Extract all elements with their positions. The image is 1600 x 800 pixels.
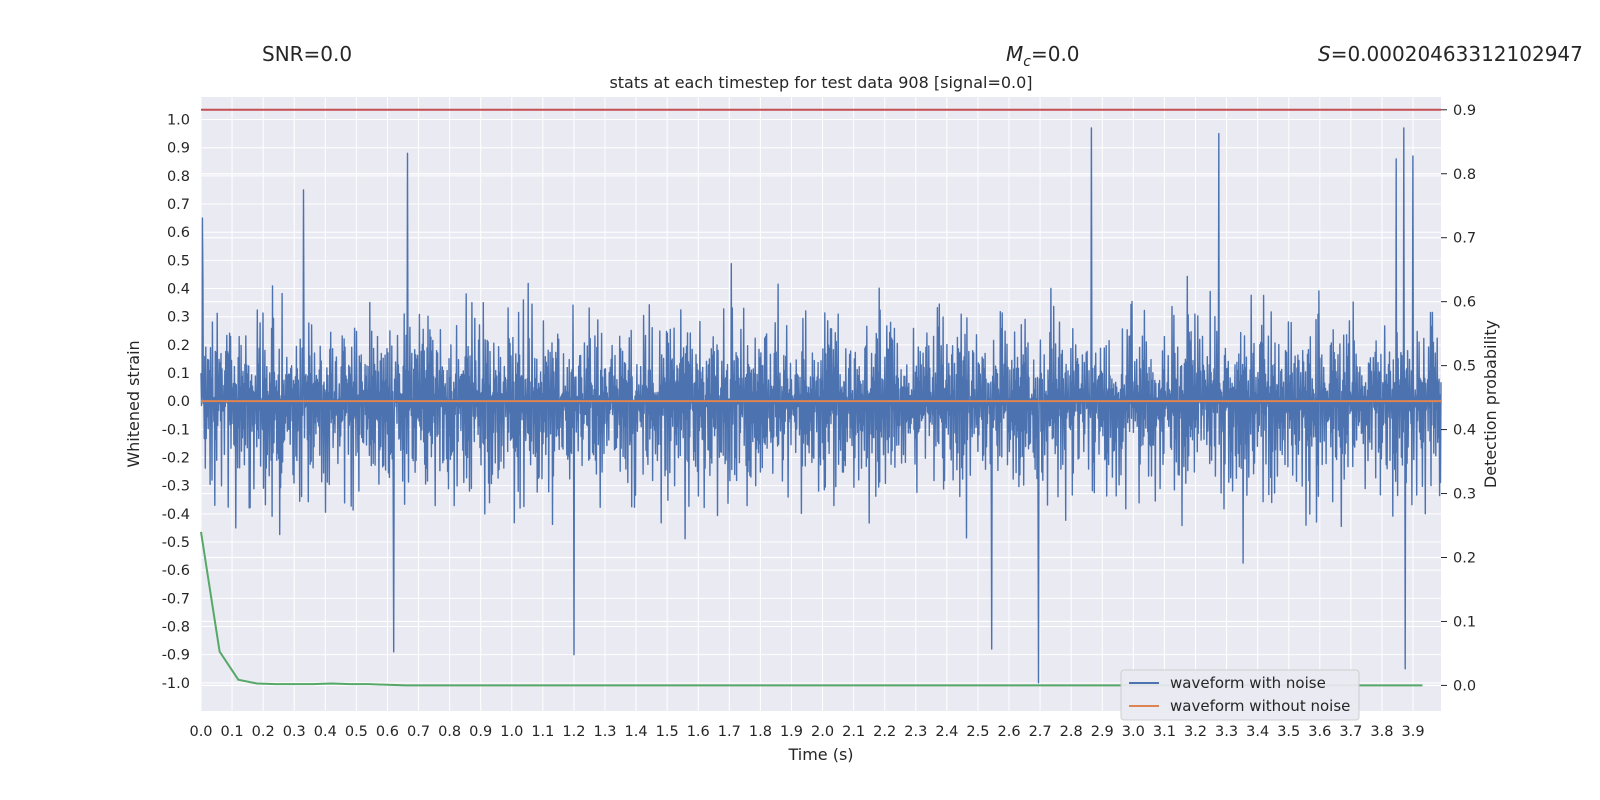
mc-symbol: M [1006, 42, 1024, 66]
x-axis-label: Time (s) [787, 745, 853, 764]
x-tick-label: 2.3 [904, 724, 927, 740]
y-left-tick-label: -0.6 [162, 563, 190, 579]
snr-label: SNR=0.0 [262, 42, 353, 66]
x-tick-label: 2.7 [1029, 724, 1052, 740]
x-tick-label: 3.1 [1153, 724, 1176, 740]
y-left-tick-label: 0.4 [167, 282, 190, 298]
legend: waveform with noise waveform without noi… [1120, 669, 1360, 721]
y-left-tick-label: 0.1 [167, 366, 190, 382]
y-right-tick-label: 0.3 [1453, 487, 1476, 503]
x-tick-label: 0.5 [345, 724, 368, 740]
y-left-tick-label: -0.4 [162, 507, 190, 523]
chirp-mass-label: Mc=0.0 [1006, 42, 1080, 70]
x-tick-label: 3.3 [1215, 724, 1238, 740]
s-symbol: S [1318, 42, 1331, 66]
x-tick-label: 2.9 [1091, 724, 1114, 740]
x-tick-label: 3.4 [1246, 724, 1269, 740]
x-tick-label: 1.4 [625, 724, 648, 740]
y-left-tick-label: 0.7 [167, 197, 190, 213]
mc-subscript: c [1023, 54, 1031, 70]
chart-title: stats at each timestep for test data 908… [609, 73, 1032, 92]
tick-layer: 0.0 0.1 0.2 0.3 0.4 0.5 0.6 0.7 0.8 0.9 1.0 1.1 1.2 1… [162, 103, 1476, 740]
y-left-tick-label: 0.8 [167, 169, 190, 185]
x-tick-label: 2.1 [842, 724, 865, 740]
y-right-tick-label: 0.1 [1453, 614, 1476, 630]
y-right-tick-label: 0.9 [1453, 103, 1476, 119]
x-tick-label: 3.8 [1370, 724, 1393, 740]
x-tick-label: 0.9 [469, 724, 492, 740]
y-right-tick-label: 0.7 [1453, 231, 1476, 247]
x-tick-label: 2.6 [997, 724, 1020, 740]
x-tick-label: 0.4 [314, 724, 337, 740]
y-left-tick-label: -0.7 [162, 591, 190, 607]
legend-label-noisy: waveform with noise [1170, 674, 1326, 692]
y-right-tick-label: 0.0 [1453, 678, 1476, 694]
x-tick-label: 3.6 [1308, 724, 1331, 740]
y-left-tick-label: 1.0 [167, 113, 190, 129]
y-left-tick-label: -0.2 [162, 451, 190, 467]
x-tick-label: 0.2 [252, 724, 275, 740]
x-tick-label: 1.5 [656, 724, 679, 740]
y-left-tick-label: 0.0 [167, 394, 190, 410]
x-tick-label: 2.0 [811, 724, 834, 740]
x-tick-label: 1.3 [593, 724, 616, 740]
y-left-tick-label: -0.3 [162, 479, 190, 495]
x-tick-label: 1.7 [718, 724, 741, 740]
y-left-tick-label: 0.5 [167, 253, 190, 269]
x-tick-label: 1.9 [780, 724, 803, 740]
s-value: =0.00020463312102947 [1330, 42, 1583, 66]
x-tick-label: 0.1 [221, 724, 244, 740]
x-tick-label: 2.5 [966, 724, 989, 740]
y-right-tick-label: 0.5 [1453, 359, 1476, 375]
y-left-tick-label: 0.2 [167, 338, 190, 354]
y-right-tick-label: 0.8 [1453, 167, 1476, 183]
y-axis-right-label: Detection probability [1481, 320, 1500, 488]
x-tick-label: 0.0 [189, 724, 212, 740]
y-right-tick-label: 0.4 [1453, 423, 1476, 439]
y-left-tick-label: 0.6 [167, 225, 190, 241]
y-left-tick-label: -0.5 [162, 535, 190, 551]
x-tick-label: 3.0 [1122, 724, 1145, 740]
x-tick-label: 1.8 [749, 724, 772, 740]
x-tick-label: 0.3 [283, 724, 306, 740]
y-left-tick-label: -0.9 [162, 648, 190, 664]
y-right-tick-label: 0.6 [1453, 295, 1476, 311]
x-tick-label: 0.8 [438, 724, 461, 740]
y-axis-left-label: Whitened strain [124, 340, 143, 467]
statistic-label: S=0.00020463312102947 [1318, 42, 1583, 66]
x-tick-label: 1.6 [687, 724, 710, 740]
x-tick-label: 3.5 [1277, 724, 1300, 740]
x-tick-label: 3.2 [1184, 724, 1207, 740]
x-tick-label: 0.7 [407, 724, 430, 740]
x-tick-label: 2.4 [935, 724, 958, 740]
legend-label-clean: waveform without noise [1170, 697, 1350, 715]
x-tick-label: 1.1 [531, 724, 554, 740]
x-tick-label: 1.0 [500, 724, 523, 740]
mc-value: =0.0 [1030, 42, 1080, 66]
y-left-tick-label: -0.8 [162, 620, 190, 636]
x-tick-label: 2.2 [873, 724, 896, 740]
y-left-tick-label: -0.1 [162, 422, 190, 438]
x-tick-label: 3.9 [1401, 724, 1424, 740]
x-tick-label: 3.7 [1339, 724, 1362, 740]
legend-box [1120, 669, 1360, 721]
x-tick-label: 0.6 [376, 724, 399, 740]
y-left-tick-label: 0.9 [167, 141, 190, 157]
y-left-tick-label: -1.0 [162, 676, 190, 692]
x-tick-label: 1.2 [562, 724, 585, 740]
y-right-tick-label: 0.2 [1453, 551, 1476, 567]
y-left-tick-label: 0.3 [167, 310, 190, 326]
x-tick-label: 2.8 [1060, 724, 1083, 740]
